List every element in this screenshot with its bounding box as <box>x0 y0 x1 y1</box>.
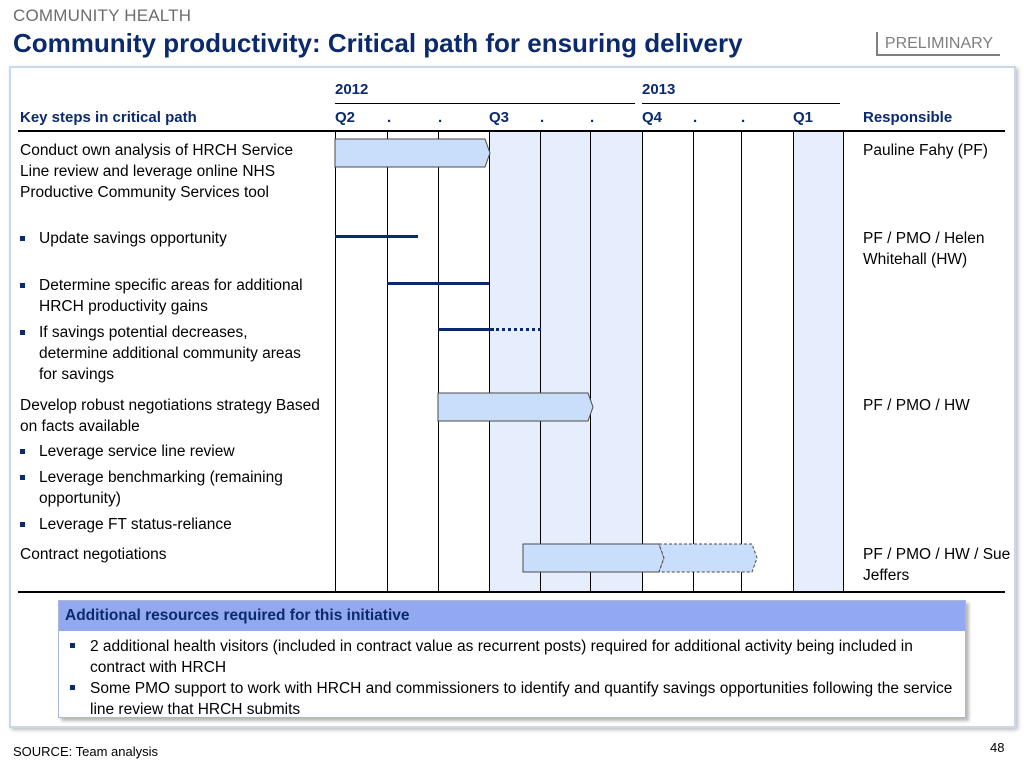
resources-title: Additional resources required for this i… <box>59 601 965 631</box>
bullet-icon <box>70 643 75 648</box>
year-2012: 2012 <box>335 81 369 98</box>
grid-line <box>590 132 591 592</box>
page-title: Community productivity: Critical path fo… <box>13 28 743 58</box>
step-row-1: Conduct own analysis of HRCH Service Lin… <box>20 142 294 201</box>
period-q2: Q2 <box>335 109 356 126</box>
gantt-line-savings-decrease <box>438 328 491 331</box>
grid-line <box>489 132 490 592</box>
resource-item: Some PMO support to work with HRCH and c… <box>70 678 970 720</box>
step-row-8: Leverage FT status-reliance <box>20 514 339 535</box>
source-note: SOURCE: Team analysis <box>13 744 158 759</box>
gantt-bar-analysis <box>334 138 491 168</box>
period-q4: Q4 <box>642 109 663 126</box>
period-dot: . <box>693 109 698 126</box>
responsible-row-5: PF / PMO / HW <box>863 397 970 414</box>
year-2012-rule <box>335 103 635 104</box>
responsible-row-1: Pauline Fahy (PF) <box>863 142 988 159</box>
step-row-6: Leverage service line review <box>20 441 339 462</box>
gantt-line-update-savings <box>335 235 418 238</box>
period-dot: . <box>387 109 392 126</box>
bullet-icon <box>70 685 75 690</box>
step-row-3: Determine specific areas for additional … <box>20 275 339 317</box>
step-row-2: Update savings opportunity <box>20 228 335 249</box>
gantt-bar-negotiation-strategy <box>437 392 594 422</box>
step-row-4: If savings potential decreases, determin… <box>20 322 319 385</box>
grid-line <box>335 132 336 592</box>
table-bottom-rule <box>18 591 1005 593</box>
responsible-row-9: PF / PMO / HW / Sue Jeffers <box>863 546 1011 584</box>
period-q1: Q1 <box>793 109 814 126</box>
period-dot: . <box>590 109 595 126</box>
responsible-column-header: Responsible <box>863 109 953 126</box>
resource-item: 2 additional health visitors (included i… <box>70 636 970 678</box>
q1-band <box>793 132 843 592</box>
period-dot: . <box>438 109 443 126</box>
grid-line <box>438 132 439 592</box>
year-2013-rule <box>642 103 840 104</box>
period-q3: Q3 <box>489 109 510 126</box>
grid-line <box>387 132 388 592</box>
section-label: COMMUNITY HEALTH <box>13 6 192 25</box>
header-rule <box>18 130 1005 132</box>
gantt-line-determine-areas <box>387 282 489 285</box>
responsible-row-2: PF / PMO / Helen Whitehall (HW) <box>863 230 985 268</box>
step-row-7: Leverage benchmarking (remaining opportu… <box>20 467 339 509</box>
preliminary-badge: PRELIMINARY <box>876 32 1000 56</box>
year-2013: 2013 <box>642 81 676 98</box>
bullet-icon <box>20 449 25 454</box>
bullet-icon <box>20 330 25 335</box>
grid-line <box>793 132 794 592</box>
q3-band <box>489 132 642 592</box>
step-row-9: Contract negotiations <box>20 546 167 563</box>
grid-line <box>540 132 541 592</box>
grid-line <box>693 132 694 592</box>
steps-column-header: Key steps in critical path <box>20 109 197 126</box>
bullet-icon <box>20 475 25 480</box>
period-dot: . <box>741 109 746 126</box>
grid-line <box>642 132 643 592</box>
gantt-line-savings-decrease-dotted <box>491 328 541 331</box>
grid-line <box>741 132 742 592</box>
bullet-icon <box>20 522 25 527</box>
period-dot: . <box>540 109 545 126</box>
gantt-bar-contract-negotiations <box>522 543 758 573</box>
grid-line <box>843 132 844 592</box>
step-row-5: Develop robust negotiations strategy Bas… <box>20 397 320 435</box>
bullet-icon <box>20 283 25 288</box>
bullet-icon <box>20 236 25 241</box>
page-number: 48 <box>990 740 1005 755</box>
